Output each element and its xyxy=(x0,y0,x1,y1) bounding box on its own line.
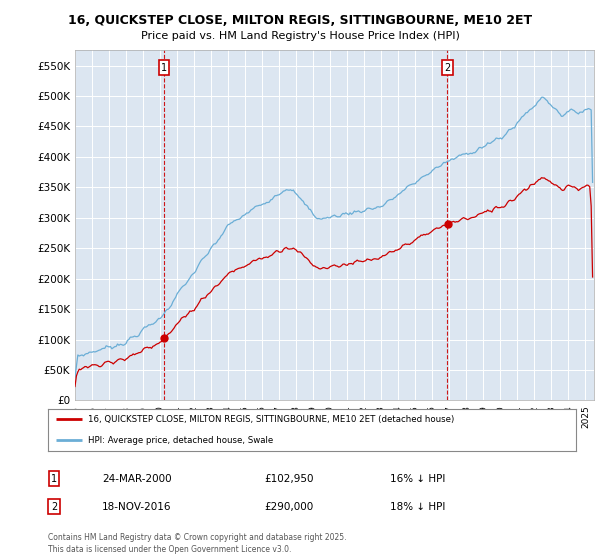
Text: 1: 1 xyxy=(51,474,57,484)
Text: 18% ↓ HPI: 18% ↓ HPI xyxy=(390,502,445,512)
Text: 16, QUICKSTEP CLOSE, MILTON REGIS, SITTINGBOURNE, ME10 2ET: 16, QUICKSTEP CLOSE, MILTON REGIS, SITTI… xyxy=(68,14,532,27)
Text: 24-MAR-2000: 24-MAR-2000 xyxy=(102,474,172,484)
Text: 2: 2 xyxy=(51,502,57,512)
Text: £102,950: £102,950 xyxy=(264,474,314,484)
Text: 16% ↓ HPI: 16% ↓ HPI xyxy=(390,474,445,484)
Text: HPI: Average price, detached house, Swale: HPI: Average price, detached house, Swal… xyxy=(88,436,273,445)
Text: Price paid vs. HM Land Registry's House Price Index (HPI): Price paid vs. HM Land Registry's House … xyxy=(140,31,460,41)
Text: 2: 2 xyxy=(444,63,451,73)
Text: 16, QUICKSTEP CLOSE, MILTON REGIS, SITTINGBOURNE, ME10 2ET (detached house): 16, QUICKSTEP CLOSE, MILTON REGIS, SITTI… xyxy=(88,415,454,424)
Text: £290,000: £290,000 xyxy=(264,502,313,512)
Text: Contains HM Land Registry data © Crown copyright and database right 2025.: Contains HM Land Registry data © Crown c… xyxy=(48,533,347,542)
Text: This data is licensed under the Open Government Licence v3.0.: This data is licensed under the Open Gov… xyxy=(48,545,292,554)
Text: 1: 1 xyxy=(161,63,167,73)
Text: 18-NOV-2016: 18-NOV-2016 xyxy=(102,502,172,512)
